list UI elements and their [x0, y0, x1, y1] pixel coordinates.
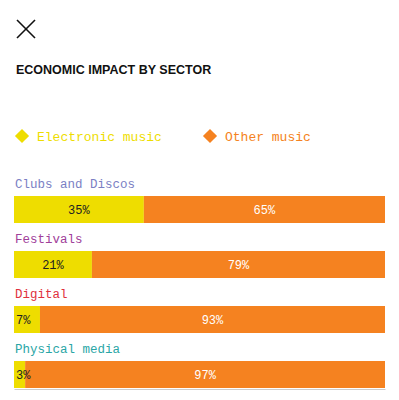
bar-segment — [40, 306, 385, 333]
data-label: 93% — [202, 314, 224, 328]
legend-marker — [203, 129, 217, 143]
plot-area — [14, 196, 385, 388]
x-axis-line — [15, 389, 386, 390]
data-label: 35% — [68, 204, 90, 218]
data-label: 21% — [42, 259, 64, 273]
bar-segment — [14, 251, 92, 278]
data-label: 65% — [254, 204, 276, 218]
bar-segment — [25, 361, 385, 388]
legend: Electronic music Other music — [15, 129, 311, 145]
category-label: Digital — [15, 288, 68, 302]
bar-segment — [14, 196, 144, 223]
bar-segment — [92, 251, 385, 278]
legend-label: Electronic music — [37, 130, 162, 145]
bar-segment — [14, 306, 40, 333]
data-label: 97% — [194, 369, 216, 383]
category-label: Physical media — [15, 343, 121, 357]
legend-marker — [15, 129, 29, 143]
x-axis — [15, 389, 386, 390]
legend-label: Other music — [225, 130, 311, 145]
bar-segment — [144, 196, 385, 223]
close-icon-stroke — [17, 20, 35, 38]
close-icon-stroke — [17, 20, 35, 38]
data-label: 3% — [16, 369, 31, 383]
data-label: 79% — [228, 259, 250, 273]
data-label: 7% — [16, 314, 31, 328]
category-label: Clubs and Discos — [15, 178, 135, 192]
category-label: Festivals — [15, 233, 83, 247]
chart: ECONOMIC IMPACT BY SECTOR Electronic musi… — [0, 0, 399, 400]
title: ECONOMIC IMPACT BY SECTOR — [16, 63, 211, 77]
close-icon — [17, 20, 35, 38]
